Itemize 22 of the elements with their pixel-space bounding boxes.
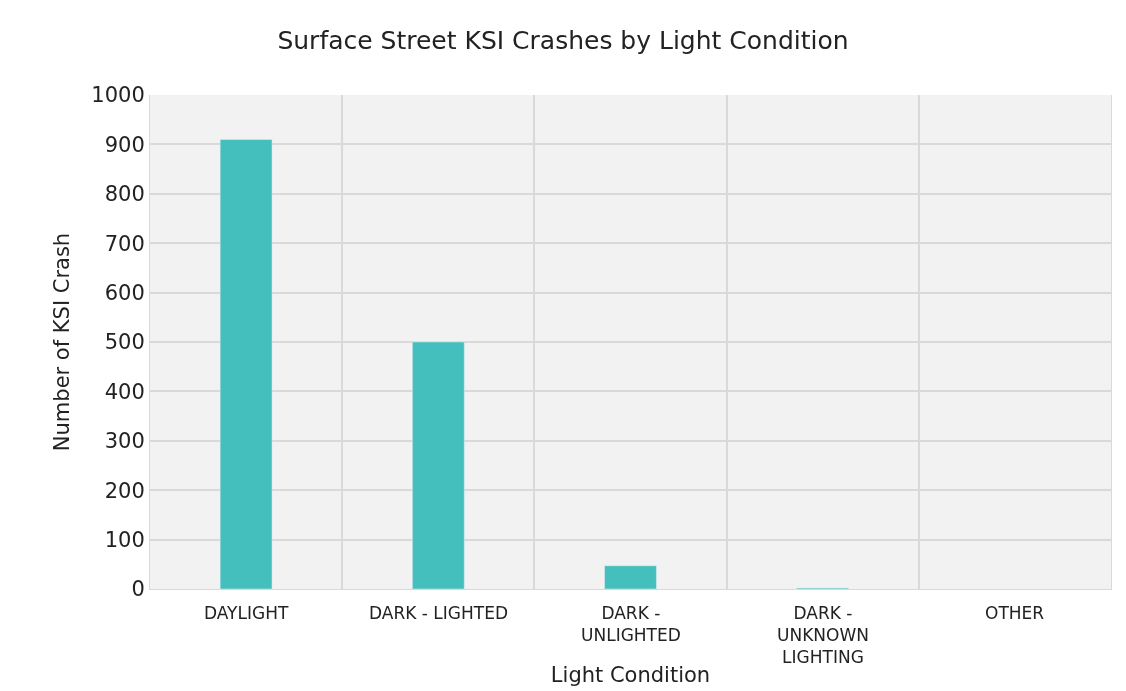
x-tick-label: DAYLIGHT bbox=[204, 603, 289, 623]
y-tick-label: 600 bbox=[104, 280, 145, 305]
chart-title: Surface Street KSI Crashes by Light Condition bbox=[277, 25, 849, 55]
x-tick-label: DARK - UNKNOWN LIGHTING bbox=[777, 603, 869, 668]
x-axis-title: Light Condition bbox=[550, 662, 711, 687]
y-tick-label: 800 bbox=[104, 182, 145, 207]
bar bbox=[412, 341, 465, 589]
x-tick-label: DARK - LIGHTED bbox=[369, 603, 508, 623]
x-tick-label: DARK - UNLIGHTED bbox=[581, 603, 681, 646]
y-axis-title: Number of KSI Crash bbox=[50, 232, 75, 452]
bar bbox=[604, 565, 657, 589]
y-tick-label: 500 bbox=[104, 330, 145, 355]
y-tick-label: 700 bbox=[104, 231, 145, 256]
y-tick-label: 200 bbox=[104, 478, 145, 503]
y-tick-label: 400 bbox=[104, 379, 145, 404]
y-tick-label: 0 bbox=[131, 577, 145, 602]
y-tick-label: 300 bbox=[104, 429, 145, 454]
bar bbox=[219, 139, 273, 589]
x-tick-label: OTHER bbox=[985, 603, 1045, 623]
y-tick-label: 900 bbox=[104, 132, 145, 157]
y-tick-label: 100 bbox=[104, 527, 145, 552]
y-tick-label: 1000 bbox=[91, 83, 145, 108]
